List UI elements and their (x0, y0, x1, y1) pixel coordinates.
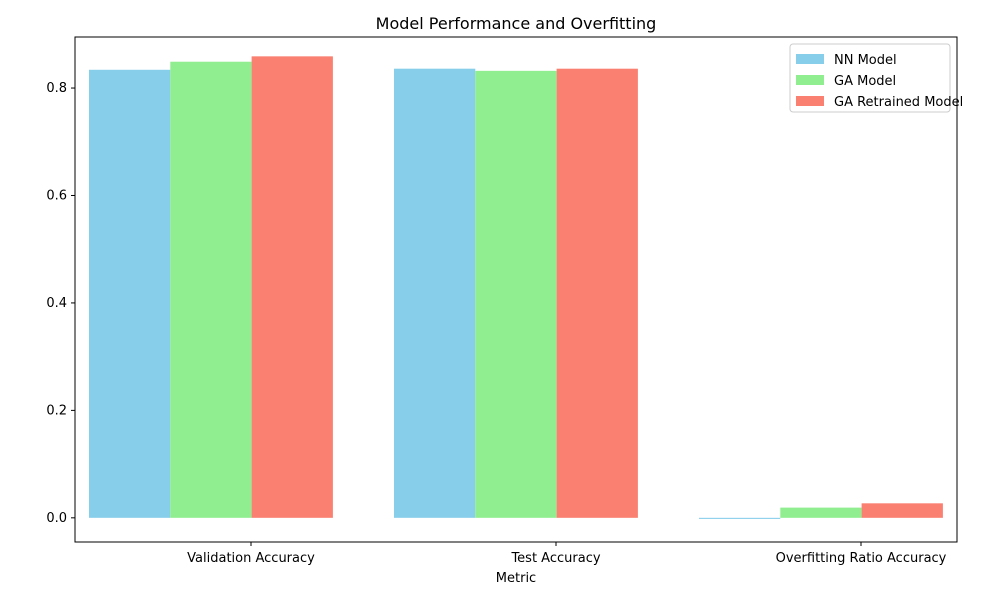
legend-label: NN Model (834, 53, 897, 68)
y-tick-label: 0.4 (46, 296, 67, 311)
bars-layer (89, 56, 943, 519)
bar-nn-model-3 (699, 517, 781, 519)
legend-box (789, 43, 951, 113)
bar-ga-retrained-model-2 (556, 68, 638, 518)
bar-ga-retrained-model-3 (861, 503, 943, 518)
legend: NN Model GA Model GA Retrained Model (789, 43, 963, 113)
y-axis: 0.0 0.2 0.4 0.6 0.8 (46, 81, 75, 526)
x-tick-label: Validation Accuracy (187, 551, 315, 566)
plot-frame (74, 36, 958, 543)
bar-ga-model-2 (475, 70, 557, 518)
y-tick-label: 0.6 (46, 188, 67, 203)
y-tick-label: 0.8 (46, 81, 67, 96)
x-tick-label: Test Accuracy (510, 551, 600, 566)
legend-swatch (796, 54, 824, 64)
bar-ga-retrained-model-1 (251, 56, 333, 518)
bar-nn-model-2 (394, 68, 476, 518)
y-tick-label: 0.0 (46, 511, 67, 526)
y-tick-label: 0.2 (46, 403, 67, 418)
legend-label: GA Retrained Model (834, 95, 963, 110)
bar-nn-model-1 (89, 69, 171, 518)
x-tick-label: Overfitting Ratio Accuracy (776, 551, 947, 566)
legend-swatch (796, 96, 824, 106)
x-axis: Validation Accuracy Test Accuracy Overfitt… (187, 542, 947, 566)
bar-ga-model-3 (780, 507, 862, 518)
chart-title: Model Performance and Overfitting (376, 14, 657, 33)
legend-swatch (796, 75, 824, 85)
bar-ga-model-1 (170, 61, 252, 518)
legend-label: GA Model (834, 74, 896, 89)
x-axis-label: Metric (496, 571, 536, 586)
